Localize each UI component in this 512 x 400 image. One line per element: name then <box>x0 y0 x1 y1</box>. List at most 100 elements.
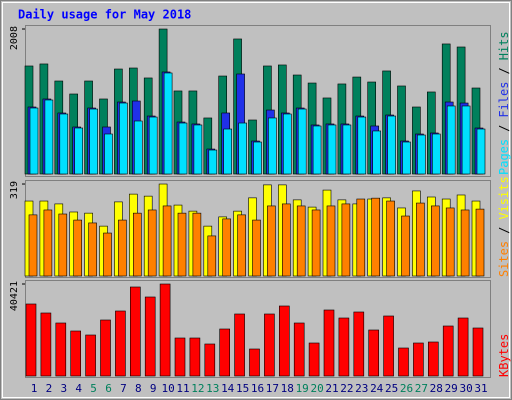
bar <box>162 205 172 277</box>
bar <box>457 317 469 377</box>
legend-separator: / <box>497 227 511 234</box>
bar <box>293 322 305 377</box>
x-tick-label: 29 <box>445 382 458 395</box>
bar <box>308 342 320 377</box>
bar <box>442 325 454 377</box>
bar <box>234 313 245 377</box>
bar <box>189 337 201 377</box>
bar <box>100 319 111 377</box>
bar <box>74 127 83 175</box>
bar <box>383 315 394 377</box>
bar <box>204 343 216 377</box>
bar <box>312 125 322 175</box>
bar <box>159 283 171 377</box>
bar <box>219 328 230 377</box>
x-tick-label: 15 <box>236 382 249 395</box>
bar <box>413 342 424 377</box>
x-tick-label: 22 <box>340 382 353 395</box>
bar <box>371 197 381 277</box>
bar <box>223 128 232 175</box>
x-tick-label: 25 <box>385 382 398 395</box>
x-tick-label: 26 <box>400 382 413 395</box>
bar <box>89 108 98 175</box>
bar <box>353 311 365 377</box>
bar <box>207 235 217 277</box>
bar <box>238 122 247 175</box>
bar <box>387 115 396 175</box>
bar <box>133 212 142 277</box>
x-tick-label: 12 <box>191 382 204 395</box>
bar <box>427 341 439 377</box>
bar <box>357 116 367 175</box>
x-tick-label: 24 <box>370 382 384 395</box>
bar <box>134 120 143 175</box>
bar <box>25 303 37 377</box>
x-tick-label: 18 <box>281 382 294 395</box>
bar <box>222 218 231 277</box>
bar <box>104 133 113 175</box>
bar <box>163 72 173 175</box>
bar <box>296 205 306 277</box>
bar <box>356 198 366 277</box>
legend-entry: Sites <box>497 241 511 277</box>
bar <box>402 141 411 175</box>
bar <box>472 327 484 377</box>
bar <box>445 207 455 277</box>
x-tick-label: 19 <box>296 382 309 395</box>
legend-entry: Pages <box>497 139 511 175</box>
x-tick-label: 23 <box>355 382 368 395</box>
x-tick-label: 27 <box>415 382 428 395</box>
bar <box>237 214 246 277</box>
bar <box>327 124 337 175</box>
x-tick-label: 30 <box>459 382 472 395</box>
bar <box>401 215 410 277</box>
bar <box>28 214 38 277</box>
bar <box>148 116 158 175</box>
bar <box>208 149 218 175</box>
bar <box>178 122 188 175</box>
bar <box>342 124 352 175</box>
x-tick-label: 14 <box>221 382 235 395</box>
x-tick-label: 17 <box>266 382 279 395</box>
bar <box>430 205 440 277</box>
bar <box>177 212 187 277</box>
bar <box>282 113 292 175</box>
bar <box>73 219 82 277</box>
bar <box>70 330 81 377</box>
bar <box>130 286 141 377</box>
bar <box>326 205 336 277</box>
bar <box>103 232 112 277</box>
bar <box>372 130 382 175</box>
bar <box>253 141 262 175</box>
bar <box>59 113 69 175</box>
x-tick-label: 9 <box>150 382 157 395</box>
bar <box>115 310 126 377</box>
y-tick-label: 40421 <box>9 281 20 311</box>
legend-separator: / <box>497 67 511 74</box>
bar <box>268 117 277 175</box>
bar <box>192 212 202 277</box>
bar <box>431 133 441 175</box>
legend-entry: Hits <box>497 31 511 60</box>
panels <box>25 25 491 378</box>
bar <box>416 202 425 277</box>
bar <box>58 213 68 277</box>
x-tick-label: 5 <box>90 382 97 395</box>
x-tick-label: 3 <box>60 382 67 395</box>
x-tick-label: 13 <box>206 382 219 395</box>
bar <box>386 200 395 277</box>
bar <box>119 102 128 175</box>
bar <box>446 105 456 175</box>
x-tick-label: 4 <box>75 382 82 395</box>
x-tick-label: 8 <box>135 382 142 395</box>
x-tick-label: 31 <box>474 382 487 395</box>
bar <box>368 329 380 377</box>
x-tick-label: 1 <box>31 382 38 395</box>
bar <box>40 312 52 377</box>
legend: Sites / Visits <box>497 176 511 277</box>
x-tick-label: 11 <box>176 382 189 395</box>
legend: KBytes <box>497 334 511 377</box>
bar <box>147 209 157 277</box>
